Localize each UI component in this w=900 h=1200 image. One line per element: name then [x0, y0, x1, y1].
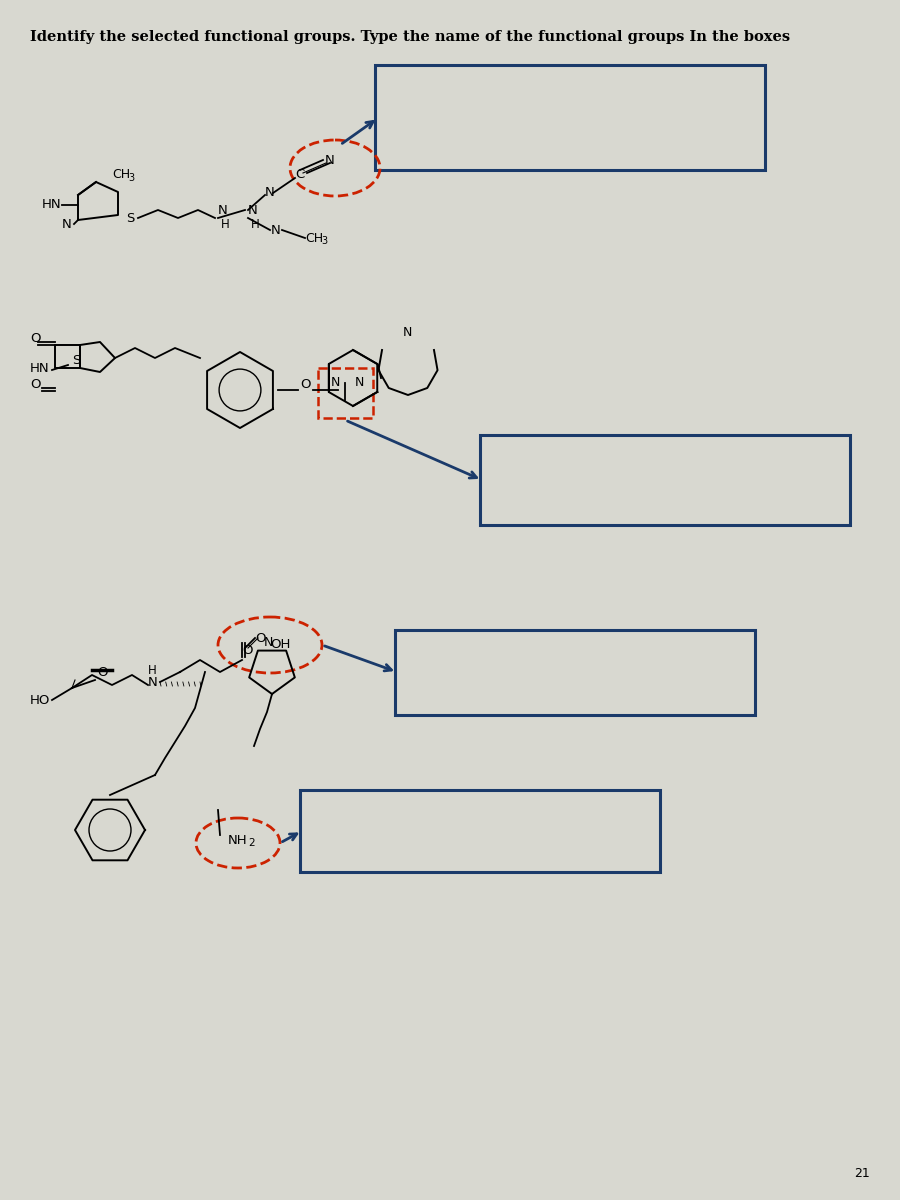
Bar [300, 790, 660, 872]
Text: O: O [300, 378, 310, 391]
Text: O: O [97, 666, 107, 678]
Text: 3: 3 [321, 236, 327, 246]
Text: 2: 2 [248, 838, 255, 848]
Bar [375, 65, 765, 170]
Text: HN: HN [30, 361, 50, 374]
Text: N: N [248, 204, 257, 216]
Text: OH: OH [270, 637, 291, 650]
Text: N: N [265, 186, 274, 199]
Text: N: N [218, 204, 228, 216]
Text: C: C [295, 168, 304, 181]
Text: CH: CH [305, 232, 323, 245]
Text: N: N [325, 154, 335, 167]
Text: H: H [148, 664, 157, 677]
Text: N: N [355, 377, 365, 390]
Text: H: H [251, 218, 260, 232]
Text: S: S [126, 211, 134, 224]
Text: N: N [62, 218, 72, 232]
Text: N: N [264, 636, 274, 649]
Text: O: O [30, 331, 40, 344]
Text: 3: 3 [128, 173, 134, 182]
Text: O: O [30, 378, 40, 391]
Text: HN: HN [42, 198, 61, 211]
Bar [318, 368, 373, 418]
Text: HO: HO [30, 694, 50, 707]
Text: 21: 21 [854, 1166, 870, 1180]
Bar [395, 630, 755, 715]
Text: S: S [72, 354, 80, 366]
Text: NH: NH [228, 834, 248, 846]
Text: CH: CH [112, 168, 130, 181]
Text: O: O [242, 643, 253, 656]
Bar [480, 434, 850, 526]
Text: N: N [403, 326, 412, 340]
Text: N: N [331, 377, 340, 390]
Text: Identify the selected functional groups. Type the name of the functional groups : Identify the selected functional groups.… [30, 30, 790, 44]
Text: N: N [148, 676, 157, 689]
Text: H: H [221, 218, 230, 232]
Text: O: O [255, 631, 266, 644]
Text: N: N [271, 223, 281, 236]
